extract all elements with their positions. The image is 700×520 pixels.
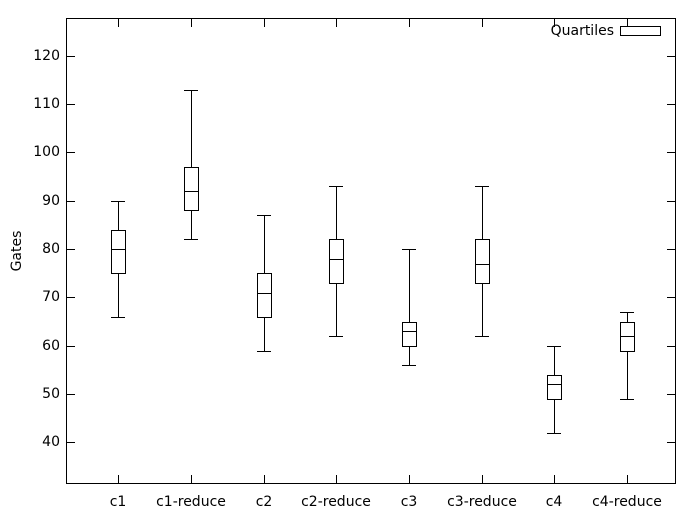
x-tick-label-c4: c4 (545, 494, 563, 510)
box-c1-reduce (184, 167, 199, 211)
x-tick-top-c3-reduce (482, 19, 483, 27)
y-tick-left-50 (67, 394, 75, 395)
y-tick-left-100 (67, 152, 75, 153)
y-tick-label-50: 50 (42, 386, 60, 402)
y-tick-left-80 (67, 249, 75, 250)
whisker-cap-bottom-c3 (402, 365, 416, 366)
x-tick-label-c3-reduce: c3-reduce (447, 494, 517, 510)
legend-sample-box (620, 26, 661, 36)
box-c2-reduce (329, 239, 344, 284)
y-tick-label-110: 110 (33, 96, 60, 112)
y-tick-left-60 (67, 346, 75, 347)
median-line-c2-reduce (330, 259, 343, 260)
y-tick-right-100 (667, 152, 675, 153)
legend-label: Quartiles (550, 23, 614, 39)
whisker-cap-top-c2-reduce (329, 186, 343, 187)
median-line-c1-reduce (185, 191, 198, 192)
whisker-cap-bottom-c1 (111, 317, 125, 318)
x-tick-label-c4-reduce: c4-reduce (592, 494, 662, 510)
x-tick-top-c3 (409, 19, 410, 27)
whisker-cap-top-c2 (257, 215, 271, 216)
y-tick-label-60: 60 (42, 338, 60, 354)
whisker-cap-top-c1-reduce (184, 90, 198, 91)
whisker-cap-bottom-c4-reduce (620, 399, 634, 400)
y-tick-right-70 (667, 297, 675, 298)
whisker-cap-top-c1 (111, 201, 125, 202)
x-tick-top-c1-reduce (191, 19, 192, 27)
x-tick-label-c3: c3 (400, 494, 418, 510)
y-tick-label-120: 120 (33, 48, 60, 64)
median-line-c2 (258, 293, 271, 294)
x-tick-label-c1: c1 (109, 494, 127, 510)
whisker-cap-bottom-c2-reduce (329, 336, 343, 337)
median-line-c3 (403, 331, 416, 332)
y-tick-left-110 (67, 104, 75, 105)
x-tick-top-c2 (264, 19, 265, 27)
x-tick-top-c2-reduce (336, 19, 337, 27)
box-c3 (402, 322, 417, 347)
whisker-line-c4-reduce (627, 312, 628, 399)
y-tick-right-40 (667, 442, 675, 443)
whisker-cap-bottom-c3-reduce (475, 336, 489, 337)
x-tick-top-c4 (554, 19, 555, 27)
x-tick-bottom-c3-reduce (482, 475, 483, 483)
y-tick-right-110 (667, 104, 675, 105)
y-tick-left-120 (67, 56, 75, 57)
y-tick-right-50 (667, 394, 675, 395)
whisker-cap-top-c4 (547, 346, 561, 347)
y-tick-left-90 (67, 201, 75, 202)
y-tick-label-100: 100 (33, 144, 60, 160)
x-tick-bottom-c3 (409, 475, 410, 483)
y-tick-label-90: 90 (42, 193, 60, 209)
x-tick-bottom-c4 (554, 475, 555, 483)
x-tick-label-c2-reduce: c2-reduce (301, 494, 371, 510)
box-c4-reduce (620, 322, 635, 352)
x-tick-top-c4-reduce (627, 19, 628, 27)
whisker-cap-top-c3-reduce (475, 186, 489, 187)
y-tick-label-80: 80 (42, 241, 60, 257)
median-line-c1 (112, 249, 125, 250)
whisker-cap-top-c3 (402, 249, 416, 250)
box-c2 (257, 273, 272, 318)
y-tick-left-70 (67, 297, 75, 298)
median-line-c3-reduce (476, 264, 489, 265)
whisker-line-c1-reduce (191, 90, 192, 239)
y-tick-right-120 (667, 56, 675, 57)
whisker-cap-bottom-c1-reduce (184, 239, 198, 240)
y-tick-label-40: 40 (42, 434, 60, 450)
box-c3-reduce (475, 239, 490, 284)
whisker-cap-bottom-c2 (257, 351, 271, 352)
x-tick-top-c1 (118, 19, 119, 27)
x-tick-label-c1-reduce: c1-reduce (156, 494, 226, 510)
x-tick-bottom-c2-reduce (336, 475, 337, 483)
x-tick-bottom-c1 (118, 475, 119, 483)
whisker-cap-bottom-c4 (547, 433, 561, 434)
x-tick-bottom-c1-reduce (191, 475, 192, 483)
y-tick-label-70: 70 (42, 289, 60, 305)
x-tick-label-c2: c2 (255, 494, 273, 510)
box-c1 (111, 230, 126, 274)
median-line-c4 (548, 384, 561, 385)
median-line-c4-reduce (621, 336, 634, 337)
whisker-cap-top-c4-reduce (620, 312, 634, 313)
box-c4 (547, 375, 562, 400)
x-tick-bottom-c2 (264, 475, 265, 483)
x-tick-bottom-c4-reduce (627, 475, 628, 483)
y-tick-right-90 (667, 201, 675, 202)
whisker-line-c3 (409, 249, 410, 365)
plot-area-border (66, 18, 676, 484)
y-tick-left-40 (67, 442, 75, 443)
y-tick-right-60 (667, 346, 675, 347)
y-tick-right-80 (667, 249, 675, 250)
